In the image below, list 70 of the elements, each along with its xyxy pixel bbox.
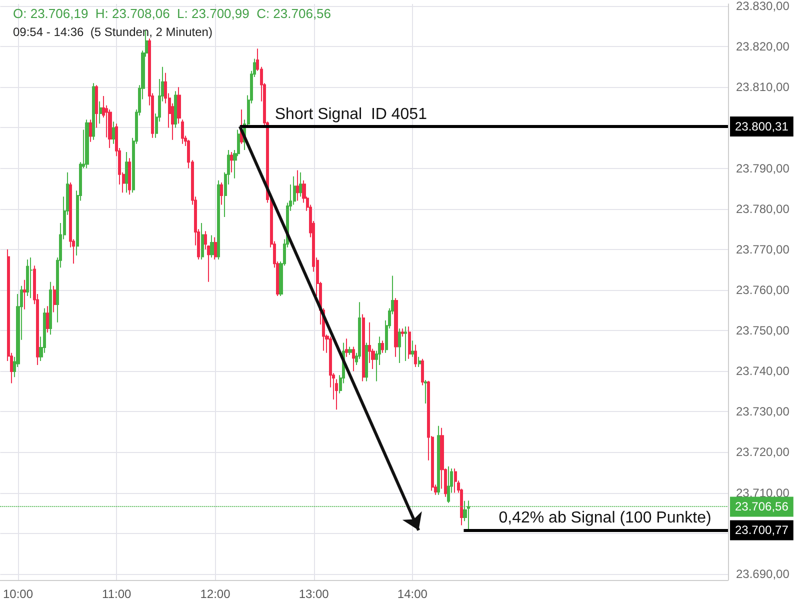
candlestick xyxy=(174,90,177,128)
candlestick xyxy=(49,281,52,336)
candlestick xyxy=(447,466,450,504)
candlestick xyxy=(112,121,115,144)
ref-line-label: 23.706,56 xyxy=(735,500,789,514)
candlestick xyxy=(398,328,401,364)
text: 09:54 - 14:36 (5 Stunden, 2 Minuten) xyxy=(13,25,212,39)
y-tick-label: 23.760,00 xyxy=(736,282,790,297)
candlestick xyxy=(125,152,128,194)
candlestick xyxy=(99,100,102,124)
candlestick xyxy=(46,306,49,334)
candlestick xyxy=(411,340,414,358)
candlestick xyxy=(108,108,112,148)
y-tick-label: 23.690,00 xyxy=(736,566,790,581)
candlestick xyxy=(230,152,233,173)
candlestick xyxy=(214,236,217,260)
candlestick xyxy=(414,344,417,368)
y-tick-label: 23.710,00 xyxy=(736,486,790,500)
y-tick-label: 23.740,00 xyxy=(736,364,790,378)
y-tick-label: 23.750,00 xyxy=(736,324,790,338)
y-tick-label: 23.820,00 xyxy=(736,40,790,54)
y-tick-label: 23.720,00 xyxy=(736,445,790,460)
chart-title: O: 23.706,19 H: 23.708,06 L: 23.700,99 C: 23.706,56 xyxy=(13,6,332,21)
candlestick xyxy=(181,119,184,144)
candlestick xyxy=(95,84,98,128)
y-tick-label: 23.810,00 xyxy=(736,80,790,94)
ref-line-label: 23.800,31 xyxy=(735,119,789,134)
candlestick xyxy=(23,279,26,310)
candlestick xyxy=(418,356,421,368)
candlestick xyxy=(365,342,368,382)
x-tick-label: 12:00 xyxy=(200,587,231,600)
y-tick-label: 23.780,00 xyxy=(736,202,790,216)
candlestick xyxy=(299,172,302,198)
candlestick xyxy=(26,259,29,297)
candlestick xyxy=(454,468,457,494)
candlestick xyxy=(352,346,355,372)
candlestick xyxy=(437,425,440,496)
candlestick xyxy=(217,180,220,260)
candlestick xyxy=(220,182,223,206)
y-tick-label: 23.790,00 xyxy=(736,161,790,176)
candlestick xyxy=(421,358,424,386)
candlestick xyxy=(394,298,398,358)
candlestick xyxy=(404,326,407,362)
candlestick xyxy=(362,314,365,382)
y-tick-label: 23.770,00 xyxy=(736,242,790,256)
candlestick xyxy=(177,86,181,124)
x-tick-label: 14:00 xyxy=(397,587,428,600)
candlestick xyxy=(296,170,299,202)
candlestick xyxy=(92,82,95,140)
candlestick xyxy=(401,328,404,338)
candlestick xyxy=(408,326,411,360)
candlestick xyxy=(424,380,427,404)
candlestick xyxy=(128,158,131,196)
candlestick xyxy=(210,234,214,258)
y-tick-label: 23.830,00 xyxy=(736,0,790,13)
candlestick xyxy=(85,119,89,169)
annotation: 0,42% ab Signal (100 Punkte) xyxy=(498,510,712,527)
y-tick-label: 23.730,00 xyxy=(736,404,790,419)
x-tick-label: 10:00 xyxy=(3,587,34,600)
candlestick xyxy=(53,285,56,313)
candlestick xyxy=(348,346,352,356)
candlestick xyxy=(89,119,92,142)
x-tick-label: 11:00 xyxy=(102,587,132,600)
x-tick-label: 13:00 xyxy=(298,587,330,600)
candlestick xyxy=(30,257,33,299)
ref-line-label: 23.700,77 xyxy=(735,523,789,538)
candlestick xyxy=(201,222,204,260)
candlestick xyxy=(381,340,384,354)
annotation: Short Signal ID 4051 xyxy=(274,106,428,123)
candlestick xyxy=(345,338,348,358)
